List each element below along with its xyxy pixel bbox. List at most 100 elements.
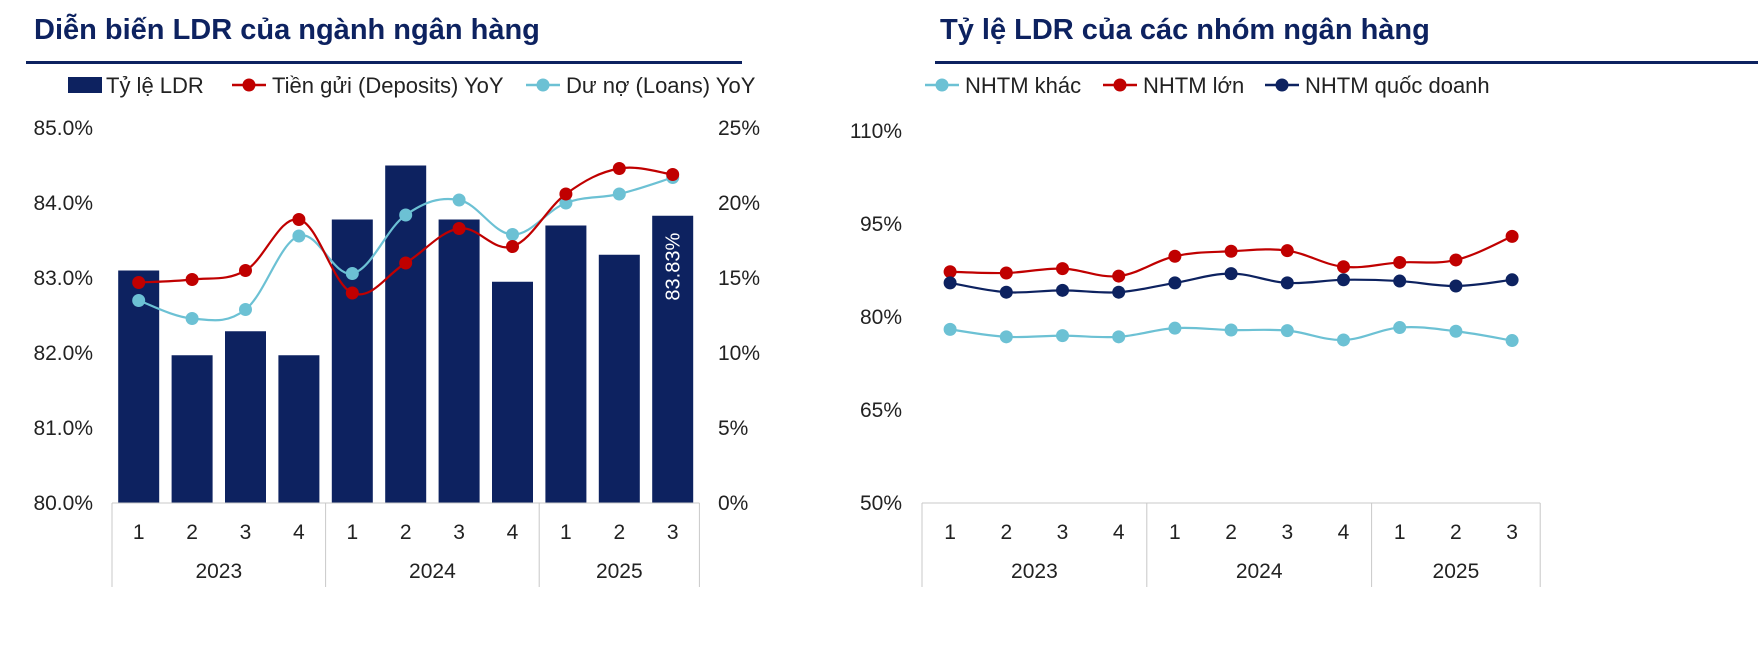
right-y-tick-label: 0% — [718, 492, 748, 515]
x-tick-label: 3 — [1506, 521, 1518, 544]
series-point — [452, 193, 466, 207]
x-group-label: 2024 — [1236, 560, 1283, 583]
legend-label: NHTM khác — [965, 73, 1081, 98]
series-line — [138, 176, 674, 322]
series-point — [1337, 333, 1350, 347]
right-y-tick-label: 10% — [718, 342, 760, 365]
series-point — [1449, 279, 1463, 293]
left-y-tick-label: 84.0% — [33, 192, 93, 215]
ldr-bar — [118, 270, 160, 503]
series-point — [1168, 249, 1182, 263]
right-y-tick-label: 20% — [718, 192, 760, 215]
series-point — [1393, 255, 1407, 269]
ldr-bar — [598, 254, 640, 503]
series-point — [1280, 244, 1294, 258]
x-tick-label: 3 — [1281, 521, 1293, 544]
series-point — [239, 264, 252, 277]
title-divider — [26, 61, 742, 64]
series-point — [999, 266, 1013, 280]
series-point — [1393, 321, 1407, 335]
series-point — [1393, 274, 1407, 288]
series-point — [559, 196, 573, 210]
series-point — [1505, 273, 1519, 287]
y-tick-label: 65% — [860, 399, 902, 422]
y-tick-label: 80% — [860, 306, 902, 329]
series-point — [943, 322, 957, 336]
x-tick-label: 2 — [613, 521, 625, 544]
series-point — [1056, 262, 1069, 276]
bar-data-label: 83.83% — [663, 233, 685, 301]
series-point — [943, 276, 957, 290]
x-tick-label: 4 — [1338, 521, 1350, 544]
title-divider — [935, 61, 1758, 64]
x-tick-label: 3 — [1057, 521, 1069, 544]
legend-marker — [1275, 78, 1289, 92]
series-point — [345, 267, 359, 280]
series-point — [1224, 267, 1238, 281]
series-point — [1056, 283, 1069, 297]
y-tick-label: 95% — [860, 213, 902, 236]
ldr-bar — [492, 281, 533, 503]
series-point — [943, 265, 957, 279]
x-tick-label: 3 — [667, 521, 679, 544]
ldr-bar — [438, 219, 480, 503]
x-tick-label: 3 — [453, 521, 465, 544]
series-point — [612, 162, 626, 175]
legend-label: Tiền gửi (Deposits) YoY — [272, 73, 504, 98]
ldr-bar — [225, 331, 266, 503]
left-y-tick-label: 80.0% — [33, 492, 93, 515]
series-point — [1112, 330, 1126, 344]
x-tick-label: 2 — [1225, 521, 1237, 544]
series-point — [506, 240, 519, 253]
series-point — [185, 312, 199, 325]
legend-marker — [242, 78, 256, 92]
x-tick-label: 4 — [293, 521, 305, 544]
series-point — [666, 168, 680, 181]
series-point — [1112, 285, 1126, 299]
series-point — [452, 222, 466, 235]
left-y-tick-label: 81.0% — [33, 417, 93, 440]
legend-label: Tỷ lệ LDR — [106, 73, 204, 98]
series-point — [292, 229, 306, 243]
ldr-bar — [545, 225, 587, 503]
series-point — [1505, 229, 1519, 243]
x-tick-label: 1 — [944, 521, 956, 544]
x-tick-label: 1 — [346, 521, 358, 544]
x-tick-label: 1 — [560, 521, 572, 544]
left-y-tick-label: 82.0% — [33, 342, 93, 365]
ldr-bar — [652, 215, 694, 503]
chart-title: Diễn biến LDR của ngành ngân hàng — [34, 14, 540, 46]
x-tick-label: 1 — [133, 521, 145, 544]
series-point — [399, 208, 413, 222]
series-point — [1168, 276, 1182, 290]
series-point — [239, 303, 252, 316]
x-tick-label: 2 — [400, 521, 412, 544]
right-y-tick-label: 15% — [718, 267, 760, 290]
series-point — [1112, 269, 1126, 283]
x-group-label: 2024 — [409, 560, 456, 583]
series-point — [345, 286, 359, 300]
ldr-bar — [331, 219, 373, 503]
series-point — [132, 294, 146, 307]
legend-marker — [935, 78, 949, 92]
legend-label: NHTM quốc doanh — [1305, 73, 1490, 98]
x-group-label: 2023 — [195, 560, 242, 583]
x-tick-label: 1 — [1169, 521, 1181, 544]
ldr-industry-chart: Tỷ lệ LDR Tiền gửi (Deposits) YoY Dư nợ (L… — [33, 73, 760, 587]
series-point — [185, 273, 199, 286]
series-point — [506, 228, 519, 241]
x-group-label: 2023 — [1011, 560, 1058, 583]
chart-title: Tỷ lệ LDR của các nhóm ngân hàng — [940, 14, 1430, 46]
y-tick-label: 50% — [860, 492, 902, 515]
series-point — [1224, 323, 1238, 337]
x-tick-label: 3 — [240, 521, 252, 544]
series-point — [1505, 334, 1519, 348]
series-point — [999, 285, 1013, 299]
x-group-label: 2025 — [596, 560, 643, 583]
ldr-bank-groups-panel: Tỷ lệ LDR của các nhóm ngân hàng NHTM kh… — [850, 0, 1758, 667]
y-tick-label: 110% — [850, 120, 902, 143]
ldr-bank-groups-chart: NHTM khác NHTM lớn NHTM quốc doanh 50% 65% 80… — [850, 73, 1541, 587]
series-point — [132, 276, 146, 289]
series-point — [1449, 253, 1463, 267]
left-y-tick-label: 83.0% — [33, 267, 93, 290]
